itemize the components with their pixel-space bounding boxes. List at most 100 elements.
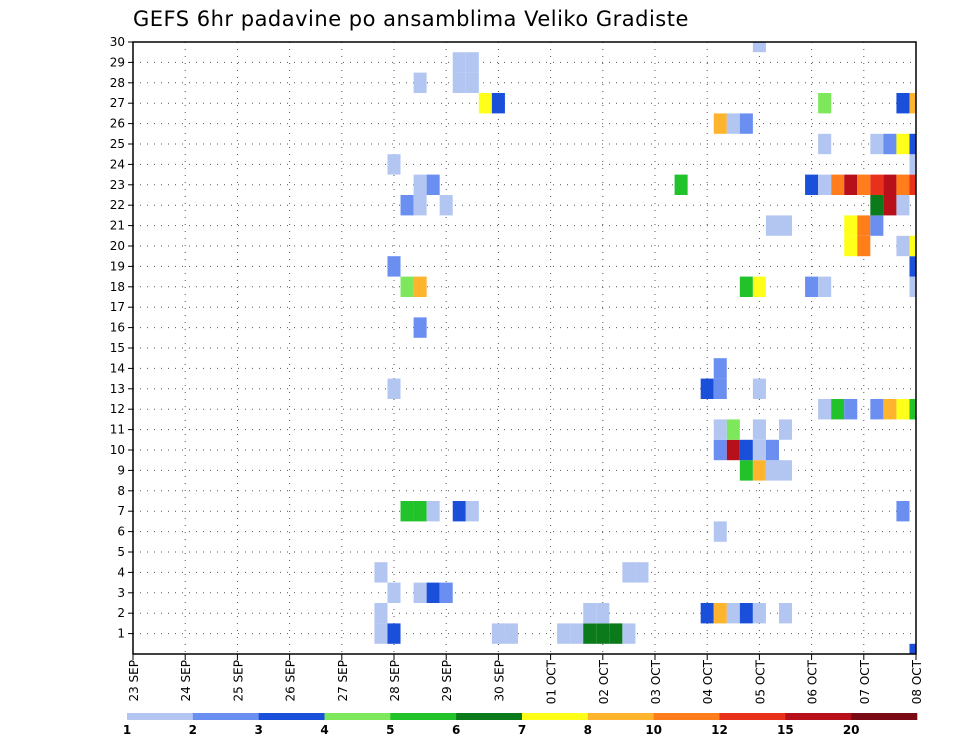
- data-cell: [713, 358, 727, 379]
- colorbar-label: 20: [843, 723, 860, 737]
- data-cell: [831, 399, 845, 420]
- data-cell: [491, 623, 505, 644]
- data-cell: [818, 399, 832, 420]
- data-cell: [713, 603, 727, 624]
- data-cell: [857, 235, 871, 257]
- data-cell: [883, 195, 897, 216]
- data-cell: [870, 133, 884, 155]
- data-cell: [700, 603, 714, 624]
- data-cell: [726, 603, 740, 624]
- y-tick-label: 20: [110, 239, 125, 253]
- data-cell: [778, 603, 793, 624]
- data-cell: [622, 623, 636, 644]
- colorbar-segment: [390, 713, 457, 720]
- y-tick-label: 15: [110, 341, 125, 355]
- data-cell: [583, 603, 597, 624]
- y-tick-label: 17: [110, 300, 125, 314]
- data-cell: [478, 93, 492, 114]
- y-tick-label: 18: [110, 280, 125, 294]
- data-cell: [439, 195, 453, 216]
- x-tick-label: 25 SEP: [231, 660, 245, 702]
- colorbar-label: 15: [777, 723, 794, 737]
- data-cell: [726, 113, 740, 134]
- colorbar-label: 4: [320, 723, 328, 737]
- y-tick-label: 21: [110, 219, 125, 233]
- y-tick-label: 30: [110, 35, 125, 49]
- chart-title: GEFS 6hr padavine po ansamblima Veliko G…: [133, 7, 689, 31]
- data-cell: [883, 133, 897, 155]
- colorbar: 1 2 3 4 5 6 7 8 10 12 15 20: [123, 713, 918, 737]
- data-cell: [752, 439, 766, 461]
- data-cell: [387, 256, 401, 277]
- data-cell: [387, 378, 401, 399]
- data-cell: [452, 72, 466, 93]
- data-cell: [909, 174, 916, 195]
- data-cell: [844, 235, 858, 257]
- data-cell: [374, 603, 388, 624]
- data-cell: [413, 72, 427, 93]
- data-cell: [883, 174, 897, 195]
- colorbar-label: 5: [386, 723, 394, 737]
- y-tick-label: 14: [110, 361, 125, 375]
- colorbar-label: 3: [254, 723, 262, 737]
- data-cell: [452, 52, 466, 73]
- y-tick-label: 7: [117, 504, 125, 518]
- data-cell: [909, 276, 916, 297]
- data-cell: [739, 460, 753, 481]
- data-cell: [896, 399, 910, 420]
- data-cell: [752, 460, 766, 481]
- data-cell: [909, 256, 916, 277]
- colorbar-segment: [192, 713, 259, 720]
- y-tick-label: 4: [117, 565, 125, 579]
- data-cell: [413, 195, 427, 216]
- x-tick-label: 27 SEP: [336, 660, 350, 702]
- colorbar-segment: [456, 713, 523, 720]
- data-cell: [726, 419, 740, 440]
- colorbar-label: 1: [123, 723, 131, 737]
- data-cell: [426, 174, 440, 195]
- x-tick-label: 24 SEP: [179, 660, 193, 702]
- y-tick-label: 25: [110, 137, 125, 151]
- y-tick-label: 26: [110, 117, 125, 131]
- y-tick-label: 5: [117, 545, 125, 559]
- x-tick-label: 05 OCT: [753, 659, 767, 704]
- data-cell: [805, 276, 819, 297]
- data-cell: [491, 93, 505, 114]
- data-cell: [909, 643, 916, 654]
- data-cell: [426, 501, 440, 522]
- y-tick-label: 11: [110, 423, 125, 437]
- y-tick-label: 2: [117, 606, 125, 620]
- data-cell: [387, 154, 401, 175]
- data-cell: [713, 419, 727, 440]
- data-cell: [909, 399, 916, 420]
- data-cell: [870, 215, 884, 236]
- data-cell: [400, 276, 414, 297]
- data-cell: [387, 623, 401, 644]
- data-cell: [635, 562, 649, 583]
- data-cell: [596, 623, 610, 644]
- data-cell: [818, 133, 832, 155]
- colorbar-label: 10: [645, 723, 662, 737]
- data-cell: [713, 521, 727, 542]
- x-tick-label: 23 SEP: [127, 660, 141, 702]
- data-cell: [439, 582, 453, 603]
- colorbar-segment: [127, 713, 194, 720]
- x-tick-label: 06 OCT: [806, 659, 820, 704]
- data-cell: [909, 133, 916, 155]
- y-tick-label: 10: [110, 443, 125, 457]
- colorbar-segment: [587, 713, 654, 720]
- colorbar-segment: [785, 713, 852, 720]
- data-cell: [465, 52, 479, 73]
- colorbar-label: 2: [189, 723, 197, 737]
- y-tick-label: 6: [117, 525, 125, 539]
- colorbar-segment: [653, 713, 720, 720]
- data-cell: [739, 439, 753, 461]
- data-cell: [400, 501, 414, 522]
- data-cell: [818, 174, 832, 195]
- x-tick-label: 02 OCT: [597, 659, 611, 704]
- data-cell: [596, 603, 610, 624]
- x-tick-label: 29 SEP: [440, 660, 454, 702]
- y-tick-label: 29: [110, 55, 125, 69]
- data-cell: [713, 439, 727, 461]
- data-cell: [452, 501, 466, 522]
